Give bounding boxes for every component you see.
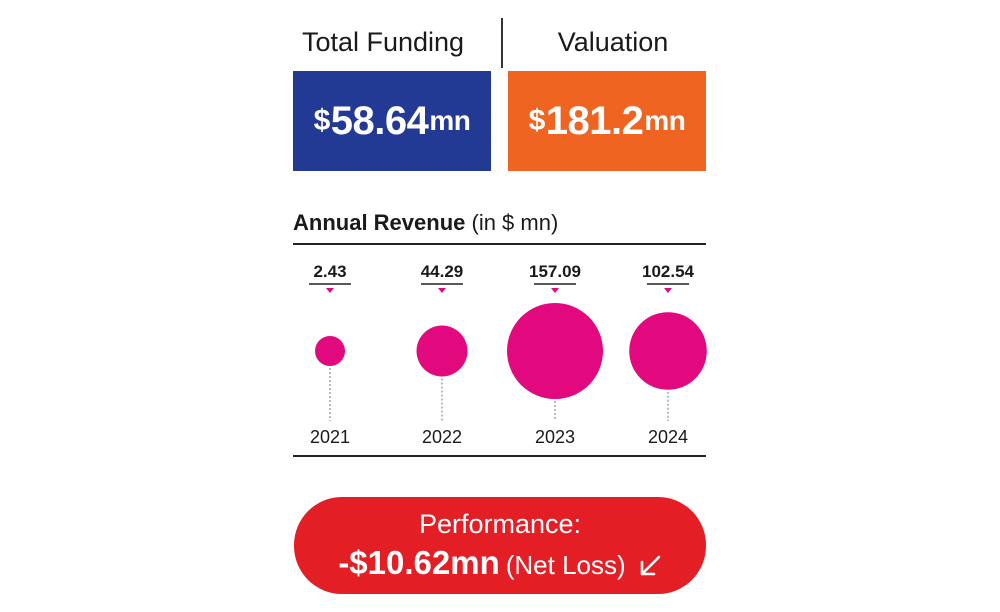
performance-note: (Net Loss): [505, 550, 626, 580]
chart-title-unit: (in $ mn): [471, 210, 559, 235]
year-label: 2023: [535, 427, 575, 447]
revenue-bubble: [629, 312, 707, 390]
valuation-currency: $: [528, 104, 546, 137]
performance-pill: Performance: -$10.62mn (Net Loss): [294, 497, 706, 594]
revenue-bubble: [507, 303, 603, 399]
performance-value: -$10.62mn: [338, 544, 500, 581]
header-divider: [501, 18, 503, 68]
value-pointer: [326, 288, 334, 293]
value-pointer: [664, 288, 672, 293]
value-label: 2.43: [313, 262, 346, 281]
chart-bottom-rule: [293, 455, 706, 457]
valuation-amount: 181.2: [545, 98, 644, 143]
total-funding-label: Total Funding: [301, 27, 465, 57]
funding-amount: 58.64: [330, 98, 429, 143]
chart-top-rule: [293, 243, 706, 245]
funding-unit: mn: [429, 105, 471, 136]
valuation-value: $ 181.2 mn: [508, 71, 706, 171]
performance-line: -$10.62mn (Net Loss): [294, 543, 706, 594]
chart-title: Annual Revenue (in $ mn): [293, 207, 713, 239]
total-funding-value: $ 58.64 mn: [293, 71, 491, 171]
year-label: 2022: [422, 427, 462, 447]
value-pointer: [551, 288, 559, 293]
value-label: 157.09: [529, 262, 581, 281]
revenue-bubble: [416, 325, 468, 377]
revenue-bubble: [315, 336, 345, 366]
revenue-bubble-chart: 2.43 2021 44.29 2022 157.09 2023 102.54 2024: [309, 262, 707, 447]
value-label: 44.29: [421, 262, 464, 281]
year-label: 2024: [648, 427, 688, 447]
valuation-label: Valuation: [557, 27, 669, 57]
value-label: 102.54: [642, 262, 695, 281]
valuation-unit: mn: [644, 105, 686, 136]
value-pointer: [438, 288, 446, 293]
arrow-down-left-icon: [638, 554, 662, 594]
year-label: 2021: [310, 427, 350, 447]
chart-title-main: Annual Revenue: [293, 210, 466, 235]
performance-label: Performance:: [418, 509, 582, 539]
funding-currency: $: [313, 104, 331, 137]
